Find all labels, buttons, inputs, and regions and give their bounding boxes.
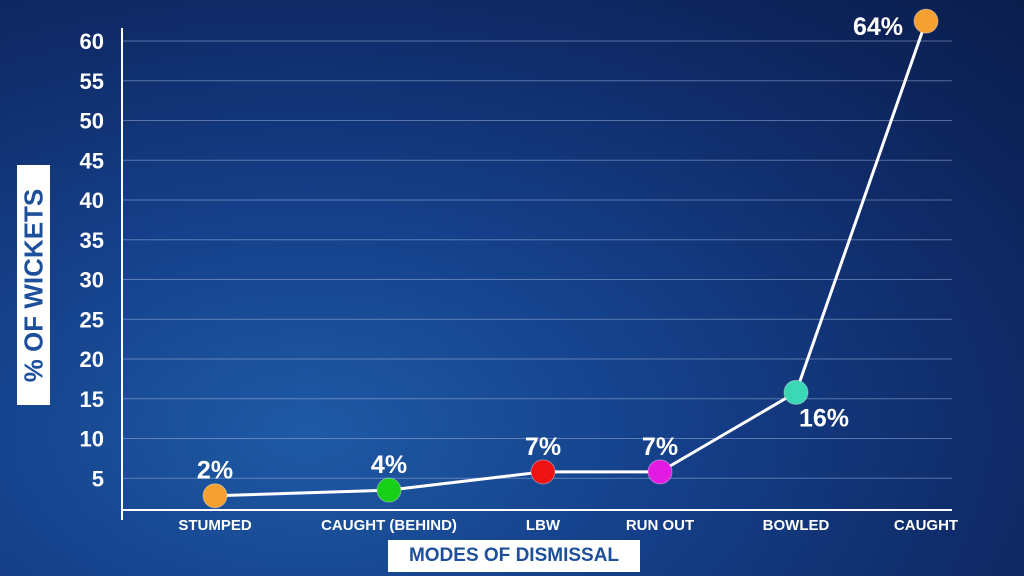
data-label: 7% — [525, 433, 561, 461]
x-axis-title: MODES OF DISMISSAL — [408, 545, 620, 566]
x-tick-label: RUN OUT — [626, 517, 694, 534]
series-line — [214, 20, 928, 498]
y-tick-label: 45 — [80, 148, 104, 173]
x-tick-label: STUMPED — [178, 517, 252, 534]
y-tick-label: 15 — [80, 387, 104, 412]
data-label: 7% — [642, 433, 678, 461]
data-point — [202, 483, 228, 509]
y-tick-label: 5 — [92, 466, 104, 491]
x-tick-labels: STUMPED CAUGHT (BEHIND) LBW RUN OUT BOWLED CA… — [178, 517, 958, 534]
data-label: 64% — [853, 13, 903, 41]
data-labels: 2% 4% 7% 7% 16% 64% — [197, 13, 903, 485]
data-label: 16% — [799, 404, 849, 432]
data-point — [913, 8, 939, 34]
data-label: 2% — [197, 457, 233, 485]
y-tick-label: 25 — [80, 307, 104, 332]
x-tick-label: LBW — [526, 517, 561, 534]
x-axis-title-box: MODES OF DISMISSAL — [388, 540, 640, 572]
x-tick-label: CAUGHT (BEHIND) — [321, 517, 457, 534]
data-points — [202, 8, 939, 509]
data-label: 4% — [371, 451, 407, 479]
data-point — [530, 459, 556, 485]
y-tick-labels: 5 10 15 20 25 30 35 40 45 50 55 60 — [80, 29, 104, 491]
data-point — [647, 459, 673, 485]
data-point — [783, 379, 809, 405]
y-tick-label: 40 — [80, 188, 104, 213]
y-tick-label: 35 — [80, 228, 104, 253]
y-tick-label: 10 — [80, 427, 104, 452]
y-tick-label: 50 — [80, 109, 104, 134]
x-tick-label: CAUGHT — [894, 517, 958, 534]
y-tick-label: 30 — [80, 268, 104, 293]
y-tick-label: 60 — [80, 29, 104, 54]
data-point — [376, 477, 402, 503]
y-axis-title: % OF WICKETS — [18, 188, 48, 382]
grid-lines — [122, 40, 952, 479]
y-tick-label: 20 — [80, 347, 104, 372]
x-tick-label: BOWLED — [763, 517, 830, 534]
y-tick-label: 55 — [80, 69, 104, 94]
y-axis-title-box: % OF WICKETS — [17, 165, 50, 405]
